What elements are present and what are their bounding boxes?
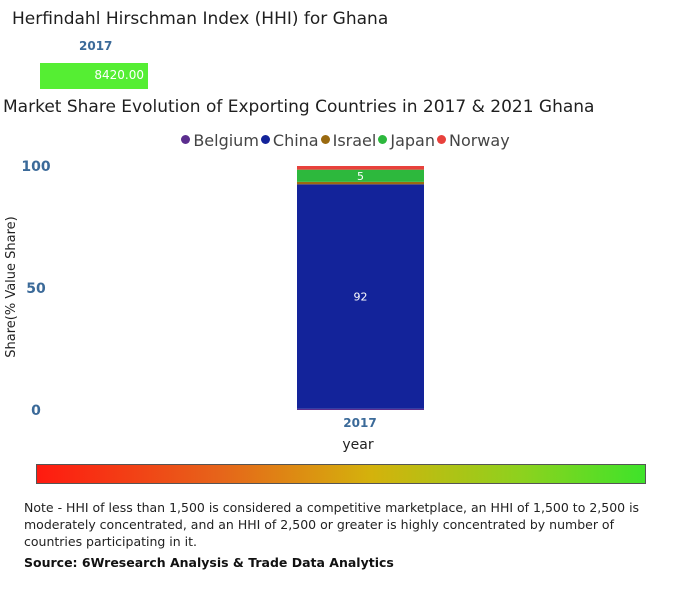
legend-label: Norway xyxy=(448,131,510,150)
legend-label: China xyxy=(272,131,319,150)
legend-dot-icon xyxy=(378,135,388,144)
bar-segment-china[interactable] xyxy=(297,184,424,409)
legend-item-norway[interactable]: Norway xyxy=(436,131,510,150)
hhi-scale-gradient xyxy=(36,464,646,484)
legend-dot-icon xyxy=(181,135,191,144)
bar-segment-belgium[interactable] xyxy=(297,408,424,410)
source-text: Source: 6Wresearch Analysis & Trade Data… xyxy=(24,555,394,570)
x-axis-label: year xyxy=(342,437,373,453)
y-tick-label: 50 xyxy=(26,281,46,297)
legend-dot-icon xyxy=(320,135,330,144)
legend-item-china[interactable]: China xyxy=(260,131,319,150)
data-label-china: 92 xyxy=(354,291,368,304)
x-tick-label: 2017 xyxy=(343,416,376,430)
stacked-bar-chart: 0 50 100 92 5 2017 year Share(% Value Share… xyxy=(4,159,424,453)
legend-item-belgium[interactable]: Belgium xyxy=(181,131,259,150)
y-tick-label: 0 xyxy=(31,403,41,419)
legend-dot-icon xyxy=(260,135,270,144)
y-axis-ticks: 0 50 100 xyxy=(21,159,50,419)
legend-label: Belgium xyxy=(193,131,259,150)
hhi-year-label: 2017 xyxy=(79,39,113,53)
legend-label: Israel xyxy=(332,131,377,150)
chart-legend: Belgium China Israel Japan Norway xyxy=(0,131,691,150)
bar-segment-norway[interactable] xyxy=(297,166,424,170)
bar-labels: 92 5 xyxy=(354,170,368,304)
legend-label: Japan xyxy=(390,131,435,150)
chart-title: Market Share Evolution of Exporting Coun… xyxy=(3,97,595,117)
legend-item-israel[interactable]: Israel xyxy=(320,131,377,150)
y-axis-label: Share(% Value Share) xyxy=(4,216,19,358)
hhi-title: Herfindahl Hirschman Index (HHI) for Gha… xyxy=(12,9,389,29)
note-text: Note - HHI of less than 1,500 is conside… xyxy=(24,500,640,549)
legend-dot-icon xyxy=(436,135,446,144)
bar-segment-israel[interactable] xyxy=(297,181,424,185)
y-tick-label: 100 xyxy=(21,159,50,175)
bar-stack xyxy=(297,166,424,410)
data-label-japan: 5 xyxy=(357,170,364,183)
hhi-value-bar: 8420.00 xyxy=(40,63,148,89)
bar-segment-japan[interactable] xyxy=(297,169,424,182)
legend-item-japan[interactable]: Japan xyxy=(378,131,435,150)
hhi-value: 8420.00 xyxy=(94,68,144,82)
